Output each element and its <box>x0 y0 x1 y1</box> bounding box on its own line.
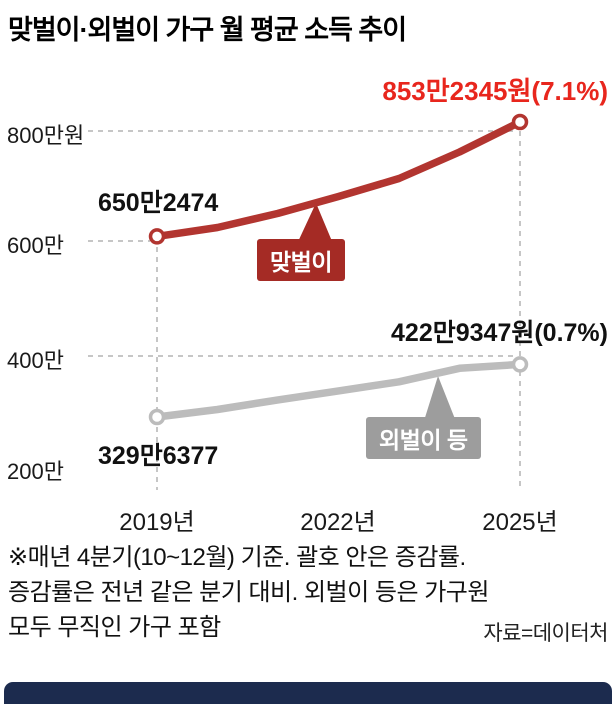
y-tick-600: 600만 <box>7 233 64 258</box>
series-end-label-0: 853만2345원(7.1%) <box>382 76 608 106</box>
series-callout-1: 외벌이 등 <box>366 417 481 459</box>
series-start-label-1: 329만6377 <box>98 442 219 470</box>
bottom-navy-bar <box>4 682 612 704</box>
series-endpoint-0-start <box>148 228 166 245</box>
series-endpoint-1-end <box>511 356 529 373</box>
x-tick-2025: 2025년 <box>482 509 558 536</box>
series-callout-tail-1 <box>423 376 457 424</box>
series-callout-tail-0 <box>296 203 334 246</box>
series-line-1 <box>153 360 524 421</box>
x-tick-2022: 2022년 <box>300 509 376 536</box>
footnote-line-1: ※매년 4분기(10~12월) 기준. 괄호 안은 증감률. <box>8 544 466 571</box>
footnote-line-3: 모두 무직인 가구 포함 <box>8 614 221 641</box>
series-callout-0: 맞벌이 <box>257 239 345 281</box>
chart-title: 맞벌이·외벌이 가구 월 평균 소득 추이 <box>8 15 407 45</box>
x-tick-2019: 2019년 <box>119 509 195 536</box>
series-line-0 <box>153 118 524 241</box>
footnote-line-2: 증감률은 전년 같은 분기 대비. 외벌이 등은 가구원 <box>8 579 489 606</box>
y-tick-200: 200만 <box>7 459 64 484</box>
series-endpoint-0-end <box>511 113 529 131</box>
y-tick-800: 800만원 <box>7 123 85 148</box>
y-tick-400: 400만 <box>7 348 64 373</box>
series-endpoint-1-start <box>148 408 166 426</box>
source-credit: 자료=데이터처 <box>483 622 608 645</box>
footnote: ※매년 4분기(10~12월) 기준. 괄호 안은 증감률. 증감률은 전년 같… <box>8 540 608 645</box>
series-end-label-1: 422만9347원(0.7%) <box>391 319 608 347</box>
series-start-label-0: 650만2474 <box>98 189 219 217</box>
